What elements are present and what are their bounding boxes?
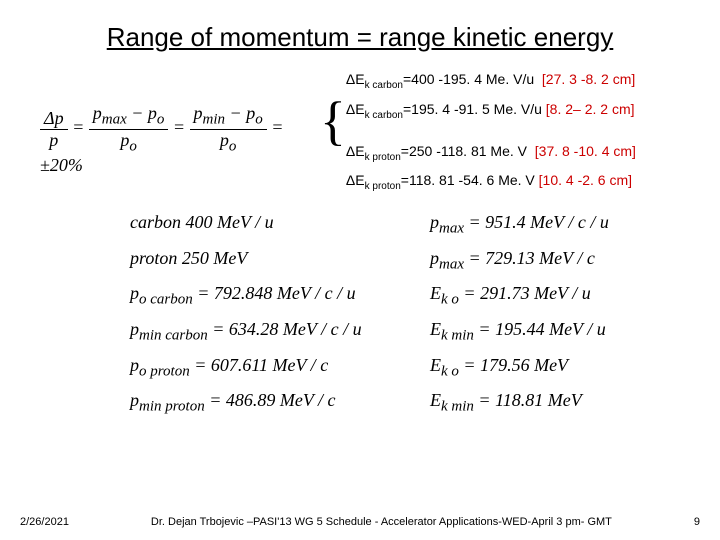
equation-block: carbon 400 MeV / u pmax = 951.4 MeV / c … — [0, 202, 720, 416]
brace-icon: { — [320, 71, 346, 171]
delta-list: ΔEk carbon=400 -195. 4 Me. V/u [27. 3 -8… — [346, 71, 680, 202]
delta-line: ΔEk proton=118. 81 -54. 6 Me. V [10. 4 -… — [346, 172, 680, 192]
eq-row: carbon 400 MeV / u pmax = 951.4 MeV / c … — [130, 212, 630, 238]
slide-footer: 2/26/2021 Dr. Dejan Trbojevic –PASI'13 W… — [0, 516, 720, 528]
slide-title: Range of momentum = range kinetic energy — [0, 0, 720, 63]
eq-row: pmin proton = 486.89 MeV / c Ek min = 11… — [130, 390, 630, 416]
footer-date: 2/26/2021 — [20, 516, 69, 528]
top-section: Δp p = pmax − po po = pmin − po po = ±20… — [0, 71, 720, 202]
delta-line: ΔEk carbon=400 -195. 4 Me. V/u [27. 3 -8… — [346, 71, 680, 91]
eq-row: po proton = 607.611 MeV / c Ek o = 179.5… — [130, 355, 630, 381]
momentum-formula: Δp p = pmax − po po = pmin − po po = ±20… — [40, 103, 320, 176]
delta-line: ΔEk carbon=195. 4 -91. 5 Me. V/u [8. 2– … — [346, 101, 680, 121]
footer-page-number: 9 — [694, 516, 700, 528]
formula-area: Δp p = pmax − po po = pmin − po po = ±20… — [40, 71, 320, 176]
eq-row: proton 250 MeV pmax = 729.13 MeV / c — [130, 248, 630, 274]
footer-center: Dr. Dejan Trbojevic –PASI'13 WG 5 Schedu… — [69, 516, 694, 528]
delta-line: ΔEk proton=250 -118. 81 Me. V [37. 8 -10… — [346, 143, 680, 163]
eq-row: pmin carbon = 634.28 MeV / c / u Ek min … — [130, 319, 630, 345]
eq-row: po carbon = 792.848 MeV / c / u Ek o = 2… — [130, 283, 630, 309]
